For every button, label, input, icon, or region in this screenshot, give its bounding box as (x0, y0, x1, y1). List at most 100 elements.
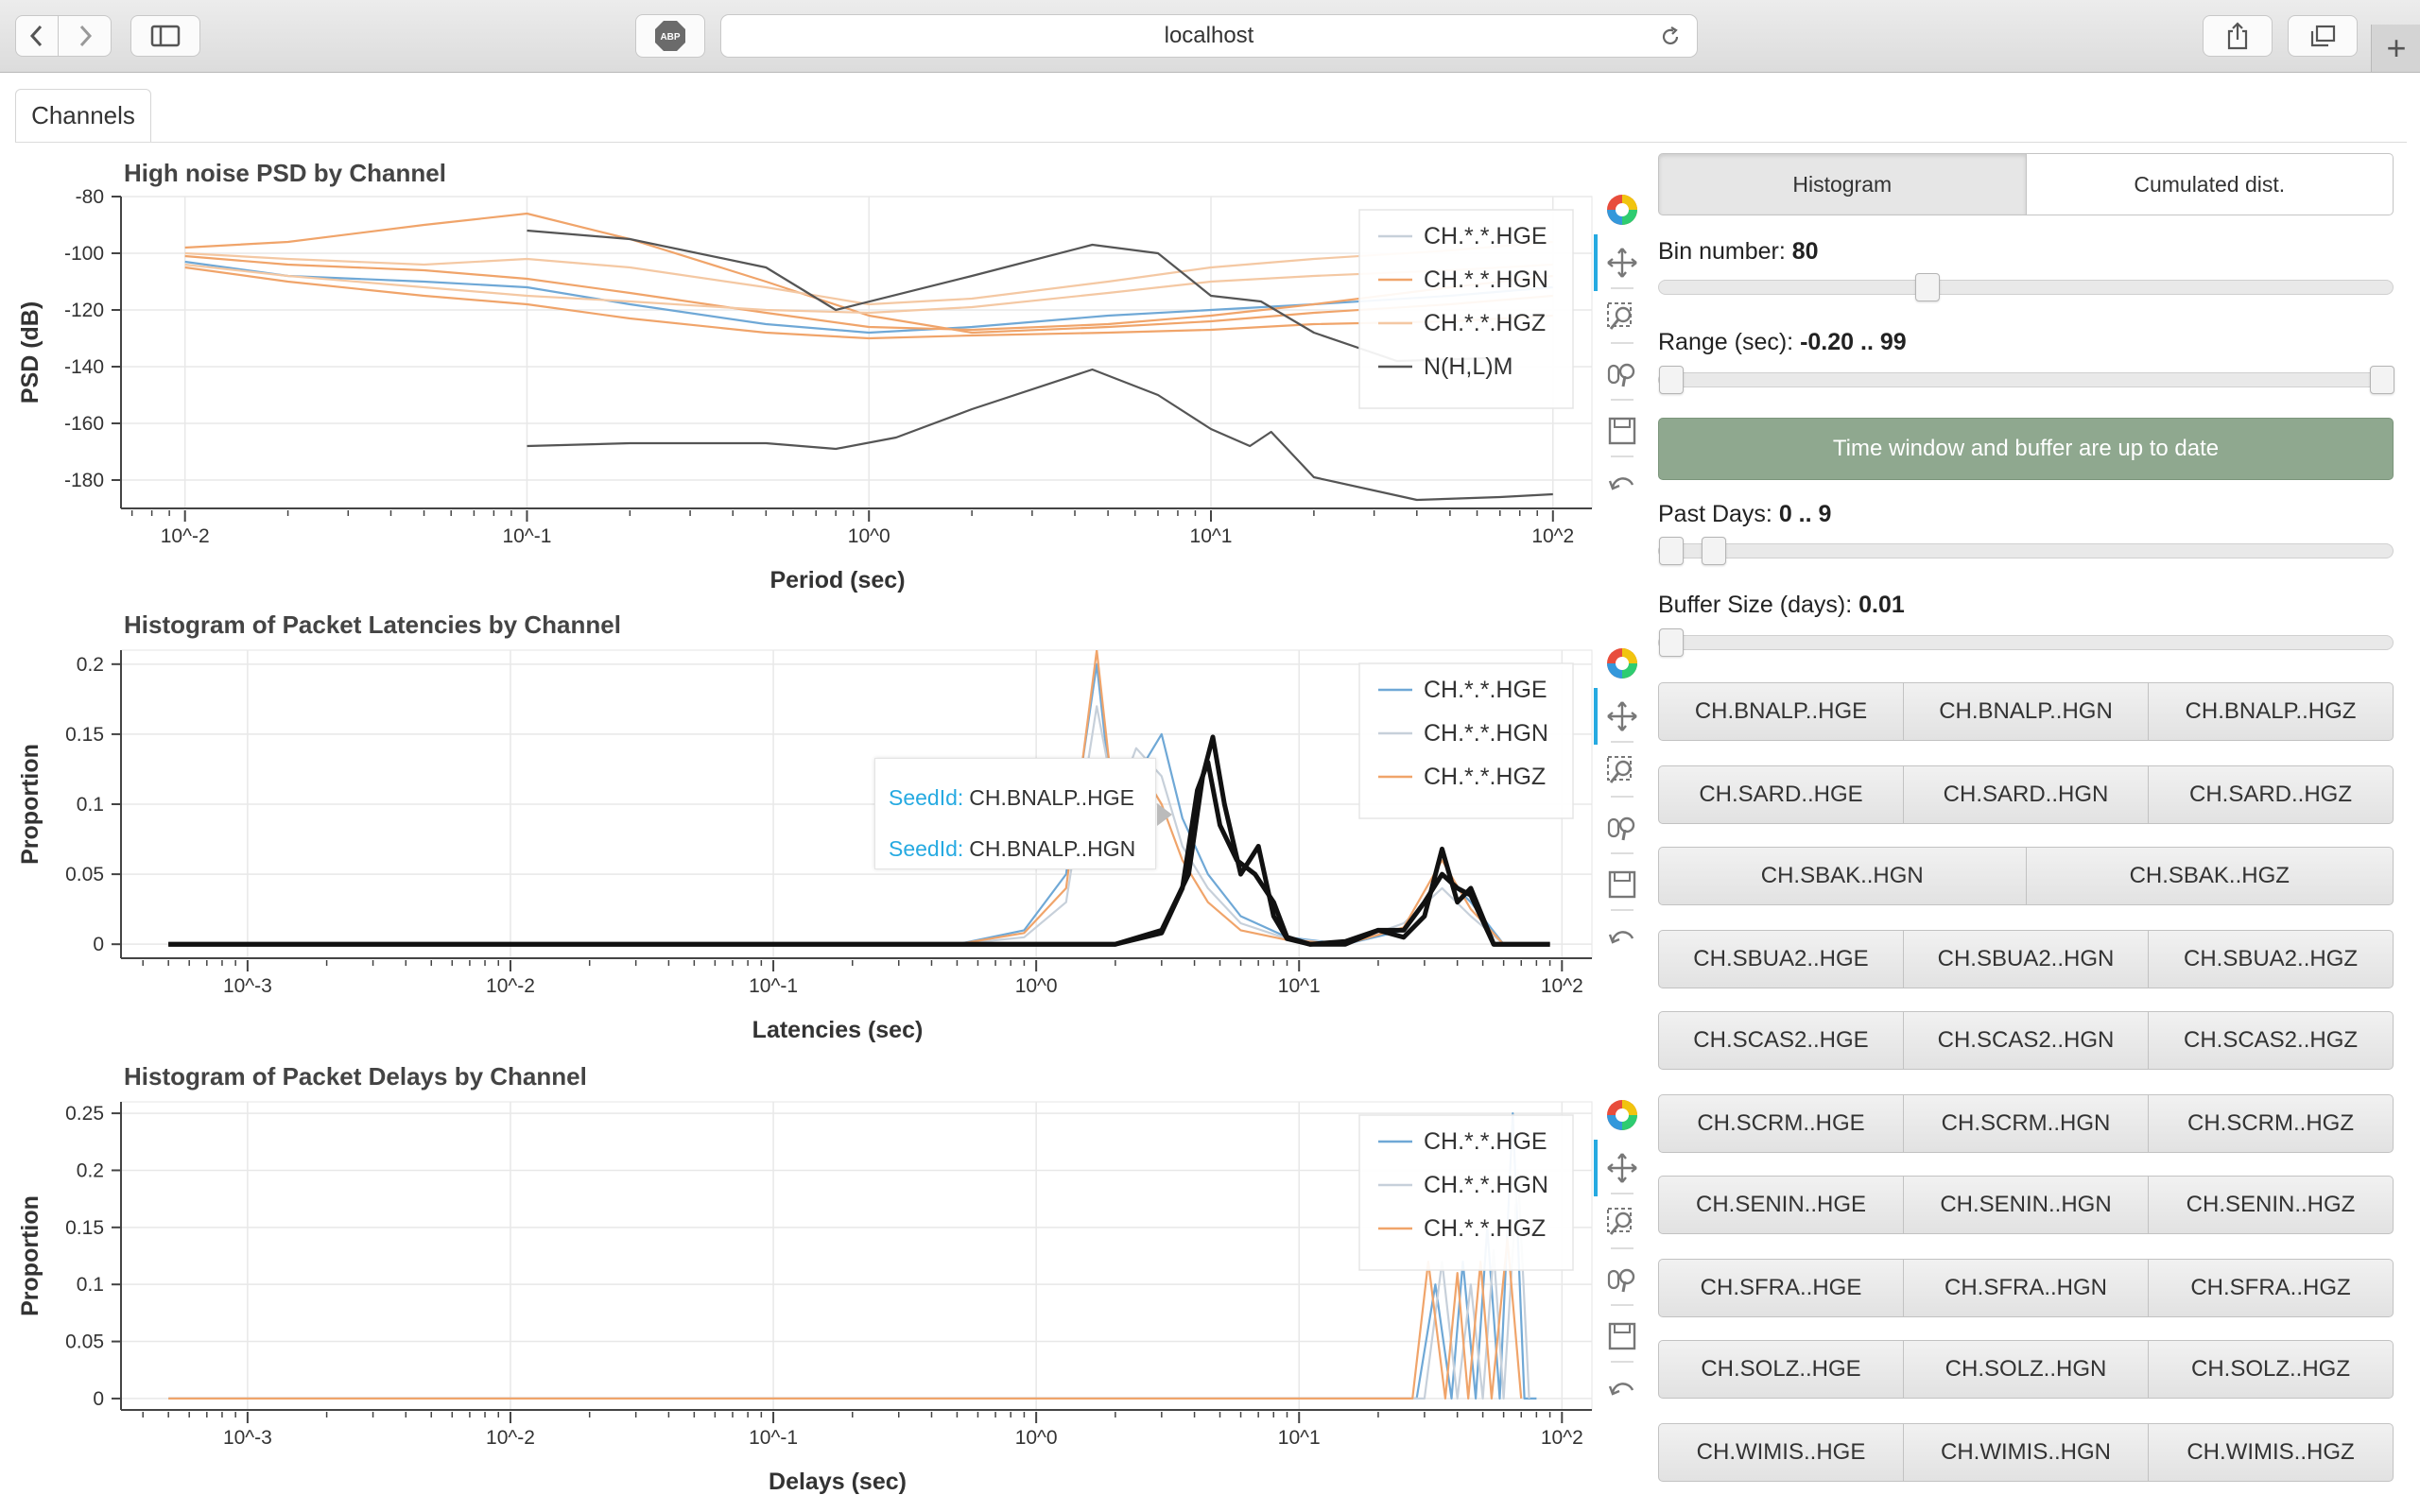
channel-button-ch-wimis-hge[interactable]: CH.WIMIS..HGE (1658, 1423, 1904, 1482)
bokeh-logo-tool[interactable] (1601, 643, 1643, 684)
cumulated-dist-mode-button[interactable]: Cumulated dist. (2026, 153, 2394, 215)
latency-histogram-chart[interactable]: 10^-3 10^-2 10^-1 10^0 10^1 10^2 0 0.05 0.1 0.15 0… (0, 633, 1598, 1058)
adblock-button[interactable]: ABP (635, 14, 705, 58)
series-line[interactable] (184, 266, 1553, 340)
status-button[interactable]: Time window and buffer are up to date (1658, 418, 2394, 480)
address-bar[interactable]: localhost (720, 14, 1698, 58)
tab-channels[interactable]: Channels (15, 89, 151, 142)
back-button[interactable] (15, 15, 59, 57)
series-line[interactable] (527, 368, 1553, 502)
box-zoom-icon (1607, 756, 1632, 783)
series-line[interactable] (184, 263, 1553, 315)
save-tool[interactable] (1601, 864, 1643, 905)
legend-entry[interactable]: CH.*.*.HGE (1424, 223, 1547, 249)
toolbar-divider (1611, 287, 1634, 289)
x-axis-label: Period (sec) (769, 567, 905, 593)
tabs-overview-button[interactable] (2288, 15, 2358, 57)
bin-number-slider[interactable] (1658, 273, 2394, 301)
channel-button-ch-sbua2-hgn[interactable]: CH.SBUA2..HGN (1903, 930, 2149, 988)
channel-button-ch-scrm-hgz[interactable]: CH.SCRM..HGZ (2148, 1094, 2394, 1153)
range-slider-low-handle[interactable] (1659, 366, 1684, 394)
channel-button-ch-scas2-hgz[interactable]: CH.SCAS2..HGZ (2148, 1011, 2394, 1070)
plot-title-latencies: Histogram of Packet Latencies by Channel (124, 610, 621, 639)
delay-histogram-chart[interactable]: 10^-3 10^-2 10^-1 10^0 10^1 10^2 0 0.05 0.1 0.15 0… (0, 1085, 1598, 1512)
channel-button-ch-scrm-hgn[interactable]: CH.SCRM..HGN (1903, 1094, 2149, 1153)
channel-button-ch-wimis-hgn[interactable]: CH.WIMIS..HGN (1903, 1423, 2149, 1482)
series-line[interactable] (527, 229, 1490, 363)
range-slider-high-handle[interactable] (2370, 366, 2394, 394)
channel-button-ch-solz-hgz[interactable]: CH.SOLZ..HGZ (2148, 1340, 2394, 1399)
channel-button-ch-sfra-hgz[interactable]: CH.SFRA..HGZ (2148, 1259, 2394, 1317)
bin-number-slider-handle[interactable] (1914, 273, 1940, 301)
series-line[interactable] (168, 705, 1550, 946)
y-tick-label: 0.2 (77, 1160, 104, 1181)
legend-entry[interactable]: CH.*.*.HGE (1424, 677, 1547, 703)
channel-button-ch-sfra-hge[interactable]: CH.SFRA..HGE (1658, 1259, 1904, 1317)
channel-button-ch-bnalp-hge[interactable]: CH.BNALP..HGE (1658, 682, 1904, 741)
bokeh-logo-tool[interactable] (1601, 189, 1643, 231)
legend-entry[interactable]: CH.*.*.HGZ (1424, 764, 1546, 790)
channel-button-ch-scas2-hgn[interactable]: CH.SCAS2..HGN (1903, 1011, 2149, 1070)
past-days-slider-high-handle[interactable] (1702, 537, 1727, 565)
channel-button-ch-solz-hgn[interactable]: CH.SOLZ..HGN (1903, 1340, 2149, 1399)
past-days-slider-low-handle[interactable] (1659, 537, 1684, 565)
histogram-mode-button[interactable]: Histogram (1658, 153, 2027, 215)
channel-button-ch-bnalp-hgz[interactable]: CH.BNALP..HGZ (2148, 682, 2394, 741)
channel-button-ch-sbak-hgz[interactable]: CH.SBAK..HGZ (2025, 847, 2394, 905)
pan-tool[interactable] (1601, 1147, 1643, 1189)
channel-button-ch-sbak-hgn[interactable]: CH.SBAK..HGN (1658, 847, 2027, 905)
range-slider[interactable] (1658, 366, 2394, 394)
channel-button-ch-sbua2-hge[interactable]: CH.SBUA2..HGE (1658, 930, 1904, 988)
reset-icon (1608, 477, 1634, 490)
channel-button-ch-sfra-hgn[interactable]: CH.SFRA..HGN (1903, 1259, 2149, 1317)
box-zoom-tool[interactable] (1601, 750, 1643, 792)
legend-entry[interactable]: CH.*.*.HGZ (1424, 310, 1546, 336)
channel-button-ch-senin-hgz[interactable]: CH.SENIN..HGZ (2148, 1176, 2394, 1234)
channel-button-ch-scas2-hge[interactable]: CH.SCAS2..HGE (1658, 1011, 1904, 1070)
wheel-zoom-tool[interactable] (1601, 807, 1643, 849)
series-line[interactable] (184, 240, 1553, 306)
reset-tool[interactable] (1601, 463, 1643, 505)
buffer-size-slider[interactable] (1658, 628, 2394, 657)
series-line[interactable] (184, 254, 1553, 332)
channel-button-ch-scrm-hge[interactable]: CH.SCRM..HGE (1658, 1094, 1904, 1153)
channel-button-ch-sard-hgz[interactable]: CH.SARD..HGZ (2148, 765, 2394, 824)
box-zoom-tool[interactable] (1601, 1202, 1643, 1244)
legend-entry[interactable]: CH.*.*.HGE (1424, 1128, 1547, 1155)
psd-chart[interactable]: 10^-2 10^-1 10^0 10^1 10^2 -80 -100 -120 -140 -16… (0, 180, 1598, 605)
series-line[interactable] (168, 760, 1550, 947)
legend-entry[interactable]: CH.*.*.HGN (1424, 720, 1548, 747)
past-days-slider[interactable] (1658, 537, 2394, 565)
channel-button-ch-wimis-hgz[interactable]: CH.WIMIS..HGZ (2148, 1423, 2394, 1482)
pan-tool[interactable] (1601, 242, 1643, 284)
channel-button-ch-sard-hgn[interactable]: CH.SARD..HGN (1903, 765, 2149, 824)
pan-tool[interactable] (1601, 696, 1643, 737)
channel-button-ch-bnalp-hgn[interactable]: CH.BNALP..HGN (1903, 682, 2149, 741)
channel-button-ch-senin-hgn[interactable]: CH.SENIN..HGN (1903, 1176, 2149, 1234)
sidebar-toggle-button[interactable] (130, 15, 200, 57)
channel-button-ch-sbua2-hgz[interactable]: CH.SBUA2..HGZ (2148, 930, 2394, 988)
forward-button[interactable] (59, 15, 112, 57)
wheel-zoom-tool[interactable] (1601, 353, 1643, 395)
channel-button-ch-sard-hge[interactable]: CH.SARD..HGE (1658, 765, 1904, 824)
box-zoom-tool[interactable] (1601, 297, 1643, 338)
buffer-size-slider-handle[interactable] (1659, 628, 1684, 657)
legend-entry[interactable]: CH.*.*.HGZ (1424, 1215, 1546, 1242)
y-tick-label: 0.1 (77, 794, 104, 816)
new-tab-button[interactable]: + (2371, 25, 2420, 72)
series-line[interactable] (184, 212, 1553, 335)
channel-button-ch-senin-hge[interactable]: CH.SENIN..HGE (1658, 1176, 1904, 1234)
legend-entry[interactable]: CH.*.*.HGN (1424, 266, 1548, 293)
reset-tool[interactable] (1601, 1368, 1643, 1410)
legend-entry[interactable]: CH.*.*.HGN (1424, 1172, 1548, 1198)
share-button[interactable] (2203, 15, 2273, 57)
legend-entry[interactable]: N(H,L)M (1424, 353, 1512, 380)
save-tool[interactable] (1601, 1315, 1643, 1357)
bokeh-logo-tool[interactable] (1601, 1094, 1643, 1136)
save-tool[interactable] (1601, 410, 1643, 452)
channel-button-ch-solz-hge[interactable]: CH.SOLZ..HGE (1658, 1340, 1904, 1399)
reload-icon[interactable] (1659, 26, 1682, 48)
series-line[interactable] (168, 1237, 1523, 1400)
reset-tool[interactable] (1601, 917, 1643, 958)
wheel-zoom-tool[interactable] (1601, 1259, 1643, 1300)
